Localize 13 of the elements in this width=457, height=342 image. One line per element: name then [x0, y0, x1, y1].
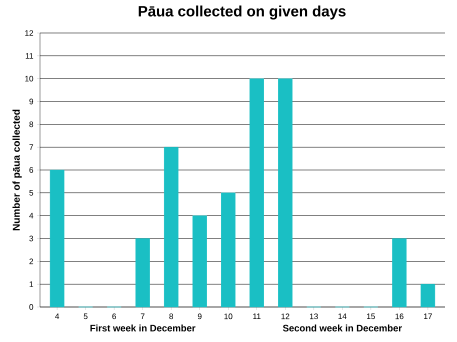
bar [392, 238, 407, 308]
y-axis-title: Number of pāua collected [12, 110, 22, 230]
bar [221, 192, 236, 308]
text: Second week in December [282, 324, 402, 332]
text: First week in December [90, 324, 196, 332]
bar [164, 146, 178, 308]
bar [278, 78, 292, 308]
bar [250, 78, 264, 308]
bar [135, 238, 150, 308]
chart-title: Pāua collected on given days [138, 6, 346, 20]
bar [50, 170, 64, 308]
bar [192, 215, 207, 308]
bar [420, 284, 436, 308]
